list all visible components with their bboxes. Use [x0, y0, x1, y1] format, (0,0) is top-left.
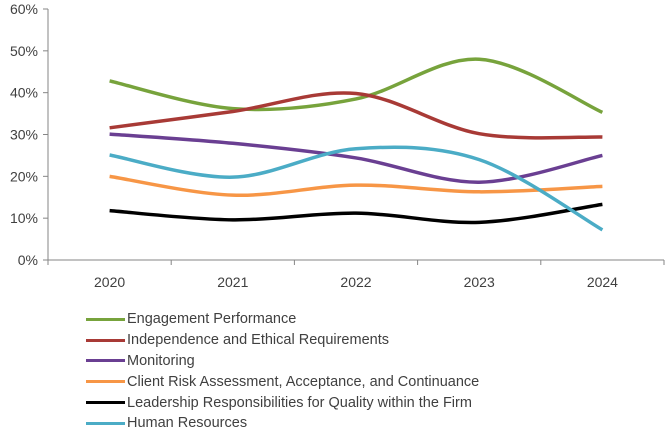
axes: 0% 10% 20% 30% 40% 50% 60% 2020 2021 2022 2023 2024 [10, 1, 665, 290]
legend-item: Independence and Ethical Requirements [86, 330, 479, 351]
legend-label: Leadership Responsibilities for Quality … [127, 394, 472, 411]
y-tick-label: 0% [18, 252, 38, 268]
legend-swatch [86, 317, 125, 321]
series-line-1 [109, 91, 603, 140]
y-tick-label: 60% [10, 1, 38, 17]
legend-swatch [86, 421, 125, 425]
series-line-4 [109, 202, 603, 225]
legend: Engagement Performance Independence and E… [86, 309, 479, 434]
x-tick-label: 2020 [94, 274, 125, 290]
legend-label: Human Resources [127, 415, 248, 432]
y-tick-label: 50% [10, 43, 38, 59]
y-tick-label: 40% [10, 85, 38, 101]
legend-item: Client Risk Assessment, Acceptance, and … [86, 371, 479, 392]
legend-label: Monitoring [127, 352, 195, 369]
series-layer [109, 57, 604, 232]
x-tick-label: 2024 [587, 274, 618, 290]
series-line-3 [109, 174, 603, 198]
legend-swatch [86, 380, 125, 384]
x-tick-label: 2022 [340, 274, 371, 290]
legend-swatch [86, 338, 125, 342]
legend-item: Human Resources [86, 413, 479, 434]
legend-swatch [86, 359, 125, 363]
legend-item: Leadership Responsibilities for Quality … [86, 392, 479, 413]
x-tick-label: 2023 [464, 274, 495, 290]
series-line-5 [109, 145, 604, 232]
legend-label: Client Risk Assessment, Acceptance, and … [127, 373, 480, 390]
legend-swatch [86, 401, 125, 405]
legend-label: Independence and Ethical Requirements [127, 332, 389, 349]
legend-item: Engagement Performance [86, 309, 479, 330]
legend-item: Monitoring [86, 351, 479, 372]
legend-label: Engagement Performance [127, 311, 297, 328]
series-line-2 [109, 132, 603, 184]
series-line-0 [109, 57, 604, 114]
line-chart: 0% 10% 20% 30% 40% 50% 60% 2020 2021 2022 2023 2024 [10, 1, 665, 290]
y-tick-label: 20% [10, 168, 38, 184]
y-tick-label: 10% [10, 210, 38, 226]
y-tick-label: 30% [10, 127, 38, 143]
x-tick-label: 2021 [217, 274, 248, 290]
